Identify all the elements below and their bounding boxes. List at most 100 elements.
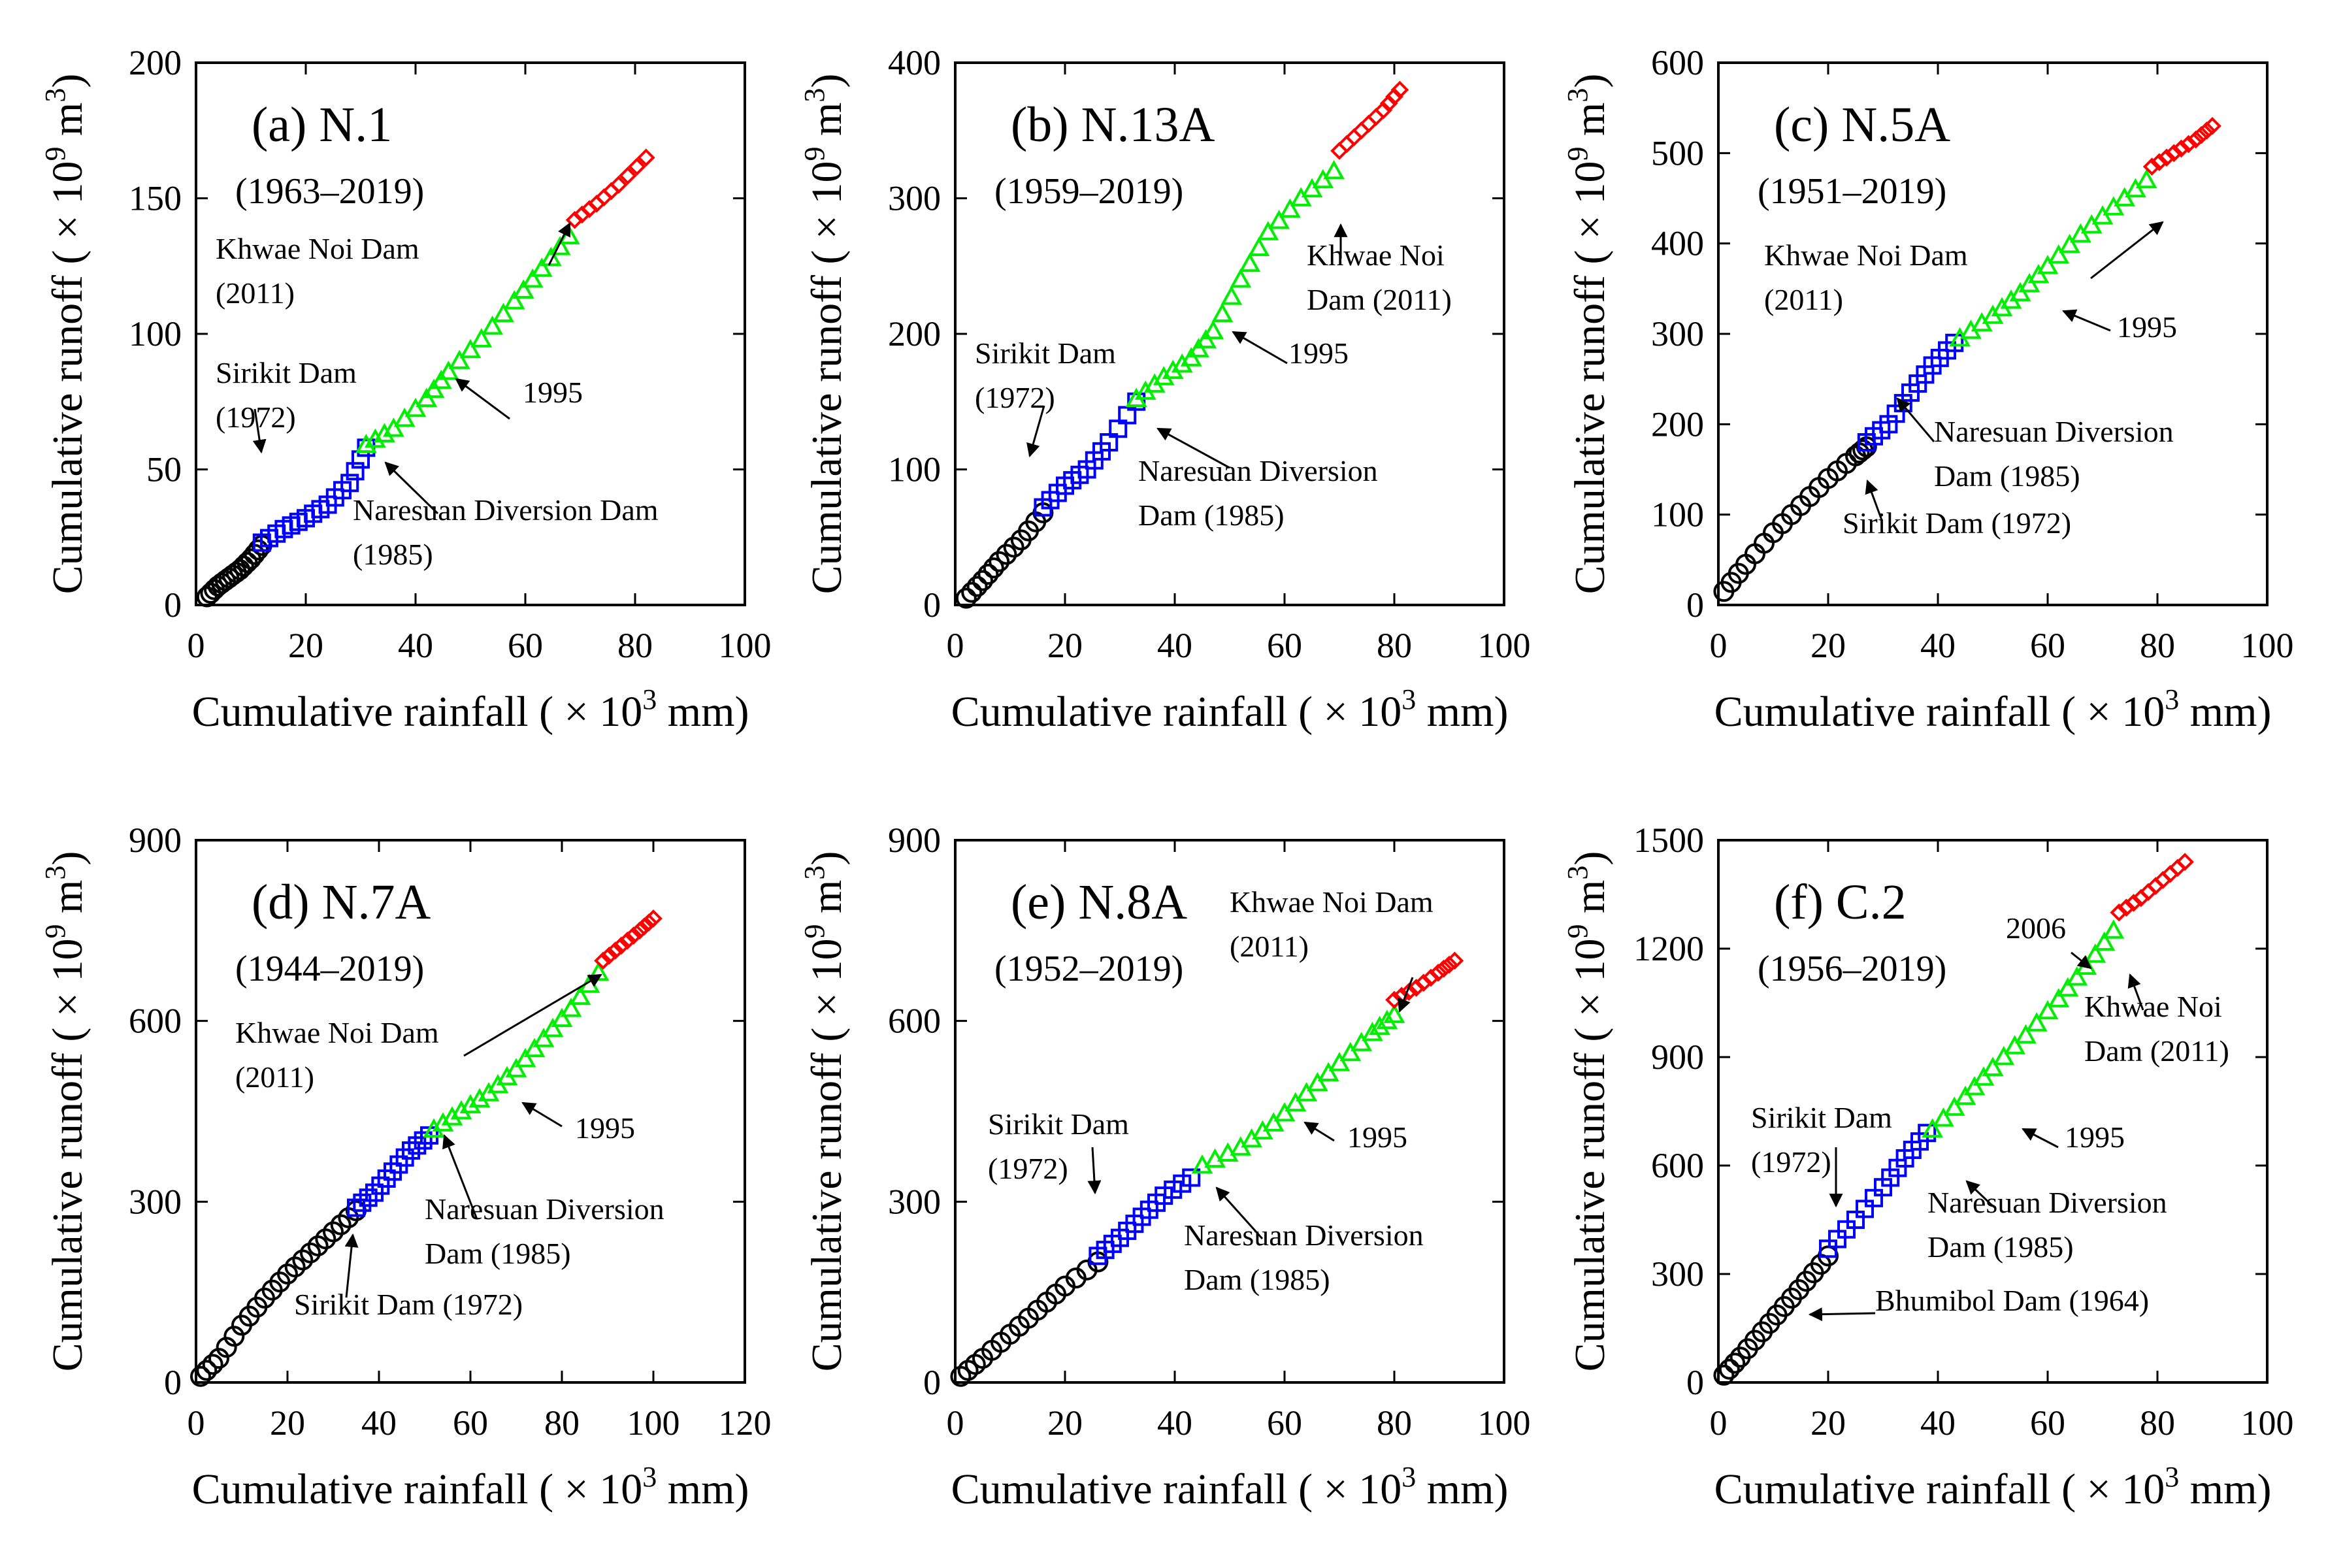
x-tick-label: 20 — [288, 626, 323, 665]
x-axis-unit-end: mm) — [657, 1465, 749, 1513]
y-axis-unit-close: ) — [44, 851, 91, 866]
x-axis-unit: ( × 10 — [529, 688, 643, 736]
x-tick-label: 20 — [1047, 626, 1083, 665]
data-point — [1262, 1112, 1285, 1132]
chart-panel-3: 0 20 40 60 80 100 0 100 200 300 400 500 600 Cumulativ… — [1562, 43, 2294, 736]
series-dam1 — [1857, 333, 1964, 451]
data-point — [631, 921, 649, 940]
annotation-arrow — [1896, 397, 1935, 442]
data-point — [2103, 196, 2125, 216]
data-point — [1445, 951, 1464, 970]
data-point — [1385, 88, 1403, 106]
x-tick-label: 40 — [1920, 626, 1956, 665]
annotation: Naresuan Diversion Dam (1985) — [353, 461, 659, 571]
data-point — [606, 941, 625, 960]
x-tick-label: 80 — [617, 626, 653, 665]
data-point — [1273, 1102, 1296, 1122]
panel-title: (c) N.5A — [1774, 97, 1950, 152]
data-point — [1943, 1096, 1965, 1116]
data-point — [355, 434, 377, 453]
data-point — [2080, 214, 2103, 234]
data-point — [1221, 286, 1243, 305]
y-tick-label: 200 — [888, 314, 941, 353]
y-tick-label: 400 — [888, 43, 941, 82]
y-axis-label-text: Cumulative runoff — [1566, 275, 1614, 594]
annotation: Sirikit Dam (1972) — [1751, 1101, 1892, 1208]
annotation: Khwae Noi Dam (2011) — [1307, 223, 1452, 316]
annotation: Khwae Noi Dam (2011) — [216, 222, 571, 310]
annotation: 2006 — [2006, 911, 2092, 970]
annotation-arrow — [1232, 331, 1288, 365]
annotation-arrow — [252, 408, 267, 454]
x-axis-label: Cumulative rainfall ( × 103 mm) — [192, 1461, 749, 1513]
data-point — [1195, 329, 1217, 349]
x-axis-label: Cumulative rainfall ( × 103 mm) — [951, 1461, 1509, 1513]
data-point — [2103, 919, 2125, 939]
data-point — [1155, 1186, 1173, 1205]
data-point — [977, 563, 999, 585]
panel-title: (a) N.1 — [252, 97, 392, 152]
annotation-arrow — [548, 222, 571, 266]
data-point — [514, 1047, 536, 1068]
data-point — [2192, 125, 2211, 144]
plot-frame — [1717, 839, 2269, 1384]
x-tick-label: 80 — [2140, 626, 2175, 665]
data-point — [353, 1193, 372, 1212]
data-point — [1180, 347, 1202, 367]
data-point — [470, 328, 493, 348]
y-axis-unit-end: m — [1566, 103, 1614, 147]
data-point — [1383, 1004, 1405, 1023]
x-axis-label-text: Cumulative rainfall — [192, 688, 529, 736]
x-tick-label: 100 — [627, 1403, 680, 1443]
data-point — [531, 257, 553, 277]
annotation-text: Khwae Noi Dam — [1230, 885, 1434, 919]
data-point — [1248, 237, 1270, 256]
series-dam2 — [1125, 159, 1345, 407]
panel-period: (1952–2019) — [994, 949, 1183, 989]
series-pre — [1713, 1245, 1839, 1386]
data-point — [1440, 955, 1458, 974]
data-point — [1328, 1052, 1351, 1071]
panel-period: (1944–2019) — [235, 949, 424, 989]
data-point — [1376, 1009, 1398, 1030]
data-point — [1307, 1071, 1328, 1092]
x-axis-label-text: Cumulative rainfall — [1714, 1465, 2051, 1513]
annotation: 1995 — [2062, 309, 2177, 344]
annotation-text: Dam (2011) — [2084, 1034, 2229, 1068]
y-tick-label: 200 — [129, 43, 182, 82]
y-axis-unit-end: m — [803, 103, 851, 147]
x-tick-label: 120 — [719, 1403, 772, 1443]
x-axis-unit-exp: 3 — [1401, 1461, 1416, 1493]
y-axis-label: Cumulative runoff ( × 109 m3) — [798, 74, 851, 595]
y-tick-label: 300 — [888, 1182, 941, 1221]
data-point — [2059, 233, 2080, 253]
data-point — [551, 1007, 573, 1027]
data-point — [2084, 943, 2106, 963]
annotation: 1995 — [521, 1102, 635, 1145]
x-axis-unit-end: mm) — [657, 688, 749, 736]
x-axis-unit: ( × 10 — [1288, 1465, 1402, 1513]
y-axis-unit-exp2: 3 — [39, 88, 71, 103]
data-point — [1230, 268, 1252, 288]
x-tick-label: 100 — [1478, 1403, 1531, 1443]
data-point — [493, 302, 514, 322]
x-axis-label-text: Cumulative rainfall — [1714, 688, 2051, 736]
y-tick-label: 600 — [1651, 43, 1704, 82]
series-dam1 — [347, 1126, 438, 1217]
x-axis-label: Cumulative rainfall ( × 103 mm) — [1714, 1461, 2272, 1513]
x-axis-label: Cumulative rainfall ( × 103 mm) — [1714, 683, 2272, 736]
data-point — [1945, 333, 1964, 352]
data-point — [1290, 187, 1312, 206]
y-tick-label: 300 — [129, 1182, 182, 1221]
annotation: Khwae Noi Dam (2011) — [2084, 973, 2229, 1068]
data-point — [1359, 114, 1378, 133]
y-tick-label: 100 — [129, 314, 182, 353]
x-axis-unit-exp: 3 — [2165, 1461, 2179, 1493]
annotation-text: Sirikit Dam — [1751, 1101, 1892, 1134]
x-tick-label: 20 — [270, 1403, 305, 1443]
y-axis-unit-close: ) — [803, 74, 851, 88]
chart-panel-6: 0 20 40 60 80 100 0 300 600 900 1200 1500 Cumulative… — [1562, 821, 2294, 1513]
y-axis-unit-exp2: 3 — [1562, 866, 1594, 880]
data-point — [1339, 1041, 1362, 1062]
